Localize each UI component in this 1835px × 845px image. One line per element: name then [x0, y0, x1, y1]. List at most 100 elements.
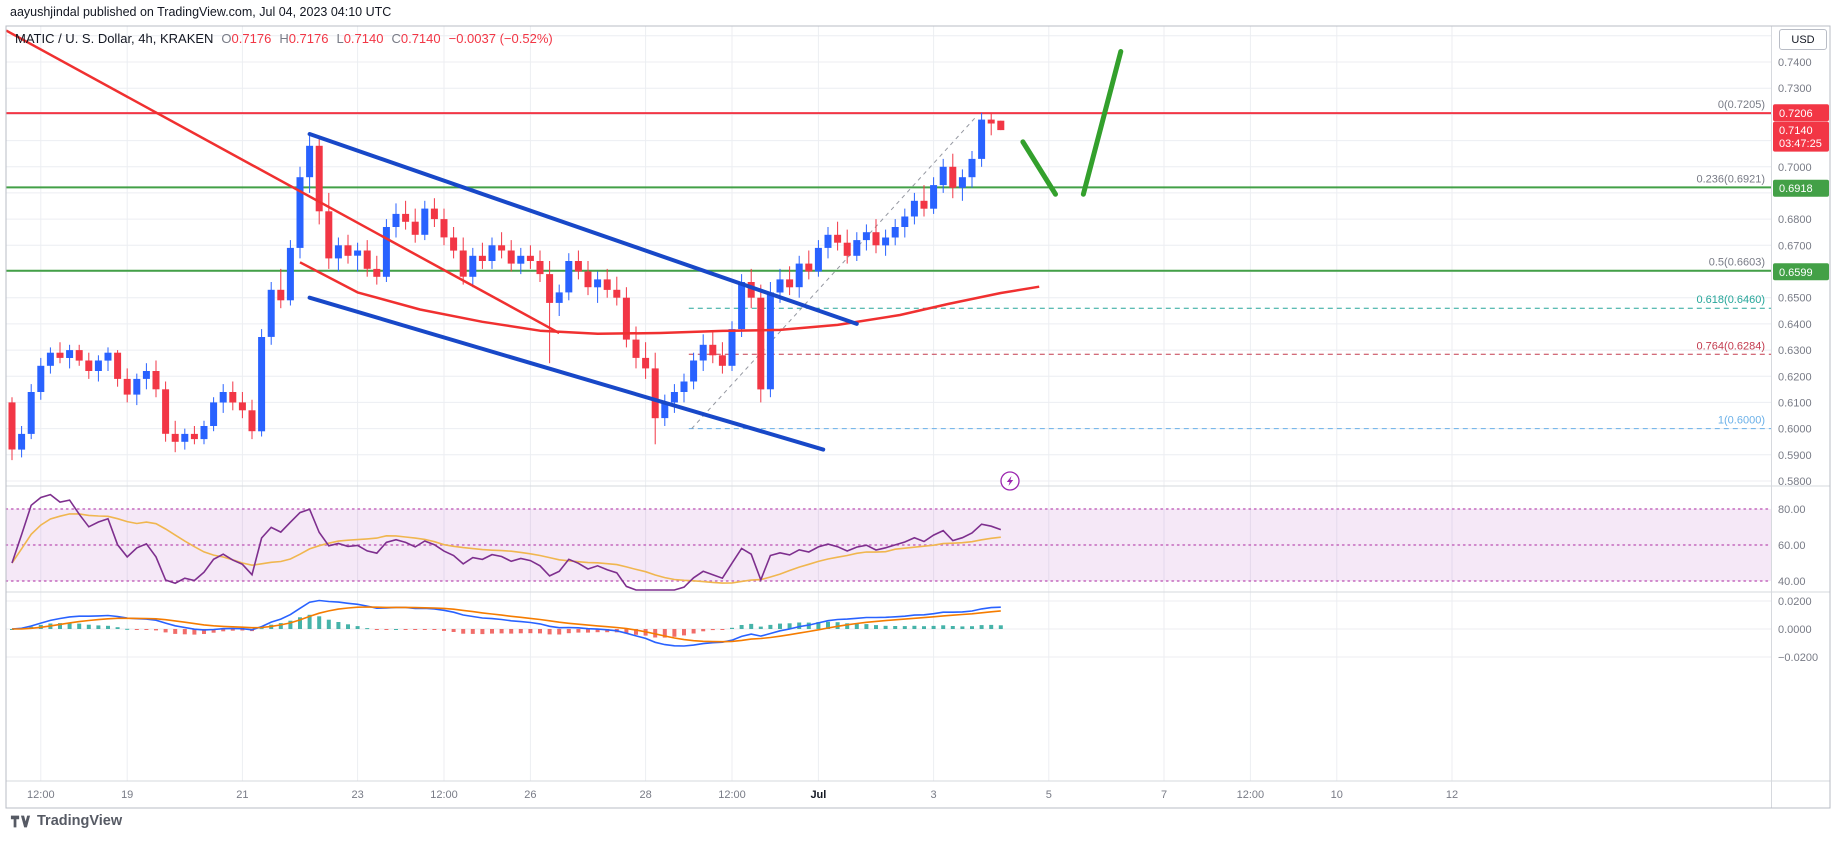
macd-histogram-bar — [96, 625, 101, 629]
macd-histogram-bar — [941, 625, 946, 629]
symbol-title[interactable]: MATIC / U. S. Dollar, 4h, KRAKEN — [15, 31, 214, 46]
ohlc-close-value: 0.7140 — [400, 31, 441, 46]
macd-histogram-bar — [470, 629, 475, 634]
macd-histogram-bar — [86, 624, 91, 629]
rsi-line — [11, 493, 1002, 591]
macd-histogram-bar — [922, 626, 926, 629]
macd-histogram-bar — [778, 623, 782, 629]
macd-histogram-bar — [451, 629, 456, 632]
candle — [613, 289, 621, 298]
candle — [882, 237, 890, 246]
red-trendline[interactable] — [5, 29, 1040, 336]
candle — [296, 177, 304, 248]
candle — [238, 402, 246, 411]
time-axis-label: 12:00 — [718, 789, 746, 801]
candle — [248, 410, 256, 432]
candle — [738, 282, 746, 330]
time-axis-label: 12:00 — [430, 789, 458, 801]
fib-label: 0.5(0.6603) — [1709, 257, 1765, 269]
macd-histogram-bar — [326, 619, 331, 629]
rsi-pane[interactable] — [5, 493, 1772, 591]
macd-histogram-bar — [422, 629, 427, 630]
macd-histogram-bar — [893, 626, 898, 629]
macd-histogram-bar — [970, 626, 974, 629]
candle — [354, 250, 362, 256]
countdown-timer: 03:47:25 — [1779, 138, 1822, 150]
candle — [824, 234, 832, 248]
macd-histogram-bar — [307, 614, 312, 629]
candles[interactable] — [8, 112, 1005, 461]
candle — [210, 402, 218, 426]
candle — [546, 274, 554, 303]
macd-histogram-bar — [346, 624, 350, 629]
candle — [920, 200, 928, 209]
candle — [690, 360, 698, 382]
macd-histogram-bar — [432, 629, 437, 630]
candle — [718, 355, 726, 366]
macd-histogram-bar — [144, 629, 149, 630]
ohlc-high-label: H — [279, 31, 289, 46]
macd-histogram-bar — [902, 626, 907, 629]
candle — [747, 282, 755, 298]
candle — [574, 261, 582, 272]
svg-text:0.7206: 0.7206 — [1779, 108, 1813, 120]
macd-histogram-bar — [413, 629, 418, 630]
price-axis-label: 0.6400 — [1778, 319, 1812, 331]
ohlc-open-label: O — [221, 31, 232, 46]
price-axis-label: 0.6100 — [1778, 397, 1812, 409]
ohlc-high-value: 0.7176 — [288, 31, 329, 46]
candle — [46, 352, 54, 366]
macd-histogram-bar — [826, 621, 830, 629]
time-axis-label: Jul — [810, 789, 826, 801]
rsi-axis-label: 80.00 — [1778, 504, 1806, 516]
candle — [939, 166, 947, 186]
macd-histogram-bar — [576, 629, 581, 633]
svg-text:0.7140: 0.7140 — [1779, 125, 1813, 137]
macd-axis-label: −0.0200 — [1778, 652, 1818, 664]
time-axis-label: 7 — [1161, 789, 1167, 801]
currency-toggle-button[interactable]: USD — [1779, 29, 1827, 50]
price-axis[interactable]: 0.7400 0.7300 0.7000 0.6800 0.6700 0.6500 0.64… — [1778, 57, 1818, 664]
macd-histogram-bar — [115, 627, 120, 629]
rsi-axis-label: 40.00 — [1778, 576, 1806, 588]
pane-separators — [5, 25, 1831, 809]
svg-text:0.6918: 0.6918 — [1779, 183, 1813, 195]
candle — [843, 242, 851, 256]
lightning-icon[interactable] — [1000, 471, 1020, 491]
trend-channel[interactable] — [307, 132, 859, 452]
candle — [171, 433, 179, 442]
candle — [853, 240, 861, 256]
macd-histogram-bar — [230, 629, 235, 631]
candle — [75, 350, 83, 361]
macd-histogram-bar — [730, 627, 734, 629]
candle — [555, 292, 563, 303]
macd-histogram-bar — [912, 625, 917, 629]
fib-label: 0(0.7205) — [1718, 99, 1765, 111]
candle — [622, 297, 630, 340]
grid — [6, 26, 1771, 781]
macd-histogram-bar — [288, 620, 293, 629]
macd-histogram-bar — [58, 623, 62, 629]
price-axis-label: 0.6300 — [1778, 345, 1812, 357]
macd-pane[interactable] — [10, 599, 1003, 647]
symbol-legend[interactable]: MATIC / U. S. Dollar, 4h, KRAKEN O 0.7176 H… — [15, 31, 553, 46]
candle — [603, 279, 611, 290]
candle — [680, 381, 688, 392]
macd-histogram-bar — [106, 625, 110, 629]
price-level-badge: 0.6918 — [1773, 179, 1829, 197]
prediction-arrows — [1020, 49, 1124, 197]
macd-histogram-bar — [538, 629, 542, 634]
macd-histogram-bar — [758, 626, 763, 629]
price-axis-label: 0.5800 — [1778, 476, 1812, 488]
candle — [526, 255, 534, 261]
tradingview-logo[interactable]: TradingView — [10, 813, 122, 829]
candle — [766, 292, 774, 390]
time-axis[interactable]: 12:00 19 21 23 12:00 26 28 12:00 Jul 3 5 7 12:00 10 12 — [27, 789, 1458, 801]
macd-histogram-bar — [240, 629, 245, 631]
fib-label: 0.236(0.6921) — [1697, 173, 1766, 185]
candle — [469, 255, 477, 277]
macd-histogram-bar — [480, 629, 485, 635]
candle — [872, 232, 880, 246]
